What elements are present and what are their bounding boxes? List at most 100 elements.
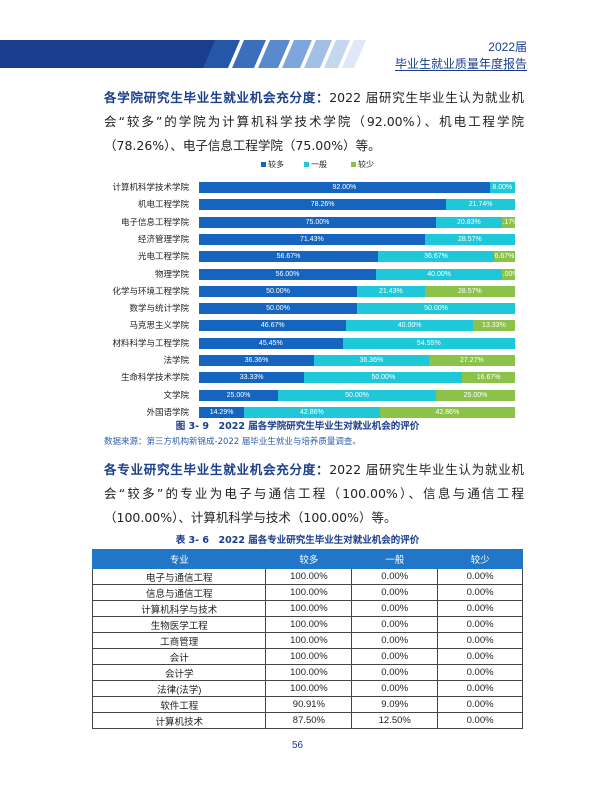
figure-caption: 图 3- 9 2022 届各学院研究生毕业生对就业机会的评价 — [175, 421, 420, 432]
bar-segment-less: 28.57% — [424, 285, 515, 297]
table-caption: 表 3- 6 2022 届各专业研究生毕业生对就业机会的评价 — [175, 535, 420, 546]
legend-item-normal: 一般 — [304, 159, 327, 170]
bar-segment-normal: 40.00% — [375, 268, 503, 280]
header-title: 毕业生就业质量年度报告 — [394, 57, 527, 71]
cell-major: 会计 — [91, 648, 267, 665]
bar-value-label: 40.00% — [427, 270, 452, 278]
bar-segment-normal: 50.00% — [304, 372, 463, 384]
bar-segment-more: 50.00% — [199, 303, 357, 315]
cell-major: 计算机科学与技术 — [91, 600, 267, 617]
bar-segment-less: 4.00% — [502, 268, 515, 280]
category-label: 物理学院 — [154, 269, 189, 280]
bar-segment-more: 78.26% — [199, 199, 447, 211]
section1-body: 2022 届研究生毕业生认为就业机会“较多”的学院为计算机科学技术学院（92.0… — [104, 90, 524, 153]
header-banner — [0, 40, 366, 68]
cell-major: 软件工程 — [91, 696, 267, 713]
cell-normal: 0.00% — [351, 600, 439, 617]
bar-segment-normal: 28.57% — [424, 233, 515, 245]
bar-segment-normal: 36.67% — [378, 251, 494, 263]
cell-more: 87.50% — [265, 712, 353, 729]
bar-value-label: 46.67% — [260, 322, 285, 330]
bar-segment-more: 56.67% — [199, 251, 379, 263]
cell-major: 计算机技术 — [91, 712, 267, 729]
cell-more: 100.00% — [265, 664, 353, 681]
cell-less: 0.00% — [437, 648, 523, 665]
bar-value-label: 50.00% — [424, 305, 448, 313]
legend-label-more: 较多 — [268, 160, 284, 169]
bar-segment-more: 71.43% — [199, 233, 425, 245]
bar-segment-more: 92.00% — [199, 182, 490, 193]
bar-segment-more: 33.33% — [199, 372, 305, 384]
bar-value-label: 92.00% — [332, 184, 357, 191]
bar-segment-more: 14.29% — [199, 406, 245, 418]
cell-less: 0.00% — [437, 680, 523, 697]
header-divider — [395, 70, 527, 71]
bar-value-label: 54.55% — [416, 339, 441, 347]
bar-value-label: 75.00% — [305, 218, 330, 226]
bar-value-label: 40.00% — [397, 322, 422, 330]
source-note: 数据来源：第三方机构新锦成-2022 届毕业生就业与培养质量调查。 — [104, 437, 361, 447]
category-label: 电子信息工程学院 — [120, 217, 189, 228]
bar-segment-normal: 40.00% — [346, 320, 473, 332]
cell-less: 0.00% — [437, 616, 523, 633]
cell-less: 0.00% — [437, 568, 523, 585]
bar-value-label: 21.74% — [468, 201, 493, 209]
bar-value-label: 13.33% — [482, 322, 506, 330]
bar-value-label: 78.26% — [310, 201, 335, 209]
section2-heading: 各专业研究生毕业生就业机会充分度： — [104, 462, 330, 477]
bar-segment-less: 13.33% — [472, 320, 515, 332]
cell-less: 0.00% — [437, 696, 523, 713]
header-year: 2022届 — [488, 40, 527, 54]
cell-less: 0.00% — [437, 584, 523, 601]
section2-paragraph: 各专业研究生毕业生就业机会充分度：2022 届研究生毕业生认为就业机会“较多”的… — [104, 458, 524, 530]
bar-value-label: 45.45% — [258, 339, 283, 347]
bar-segment-more: 56.00% — [199, 268, 376, 280]
cell-major: 电子与通信工程 — [91, 568, 267, 585]
bar-value-label: 6.67% — [494, 253, 515, 261]
bar-value-label: 36.36% — [359, 357, 384, 364]
cell-major: 法律(法学) — [91, 680, 267, 697]
category-label: 马克思主义学院 — [129, 321, 189, 332]
cell-more: 100.00% — [265, 616, 353, 633]
bar-segment-less: 25.00% — [436, 389, 515, 401]
category-label: 数学与统计学院 — [129, 304, 189, 315]
cell-normal: 0.00% — [351, 680, 439, 697]
category-label: 生命科学技术学院 — [120, 373, 189, 384]
table-row: 法律(法学) 100.00% 0.00% 0.00% — [91, 680, 523, 697]
bar-value-label: 36.67% — [424, 253, 448, 261]
col-header-more: 较多 — [265, 549, 353, 569]
bar-segment-normal: 50.00% — [357, 303, 515, 315]
legend-item-more: 较多 — [261, 159, 284, 170]
bar-segment-normal: 21.74% — [446, 199, 515, 211]
bar-value-label: 28.57% — [457, 287, 482, 295]
bar-segment-less: 16.67% — [462, 372, 515, 384]
table-row: 工商管理 100.00% 0.00% 0.00% — [91, 632, 523, 649]
table-row: 电子与通信工程 100.00% 0.00% 0.00% — [91, 568, 523, 585]
cell-more: 100.00% — [265, 584, 353, 601]
cell-more: 100.00% — [265, 680, 353, 697]
category-label: 文学院 — [163, 390, 189, 401]
category-label: 机电工程学院 — [137, 200, 189, 211]
bar-value-label: 25.00% — [226, 391, 251, 399]
bar-segment-normal: 50.00% — [278, 389, 436, 401]
bar-segment-more: 46.67% — [199, 320, 347, 332]
table-row: 会计 100.00% 0.00% 0.00% — [91, 648, 523, 665]
bar-value-label: 27.27% — [459, 357, 484, 364]
section2-body: 2022 届研究生毕业生认为就业机会“较多”的专业为电子与通信工程（100.00… — [104, 462, 524, 525]
bar-value-label: 8.00% — [492, 184, 513, 191]
section1-paragraph: 各学院研究生毕业生就业机会充分度：2022 届研究生毕业生认为就业机会“较多”的… — [104, 86, 524, 158]
bar-segment-normal: 36.36% — [313, 355, 429, 366]
cell-major: 信息与通信工程 — [91, 584, 267, 601]
legend-label-normal: 一般 — [311, 160, 327, 169]
bar-segment-normal: 54.55% — [342, 337, 515, 349]
cell-normal: 0.00% — [351, 664, 439, 681]
cell-normal: 0.00% — [351, 584, 439, 601]
bar-value-label: 50.00% — [266, 305, 290, 313]
bar-value-label: 36.36% — [244, 357, 269, 364]
page-number: 56 — [291, 740, 304, 751]
bar-value-label: 16.67% — [476, 374, 501, 382]
cell-major: 会计学 — [91, 664, 267, 681]
legend-swatch-more — [261, 162, 266, 167]
bar-value-label: 50.00% — [345, 391, 369, 399]
bar-segment-less: 6.67% — [493, 251, 516, 263]
